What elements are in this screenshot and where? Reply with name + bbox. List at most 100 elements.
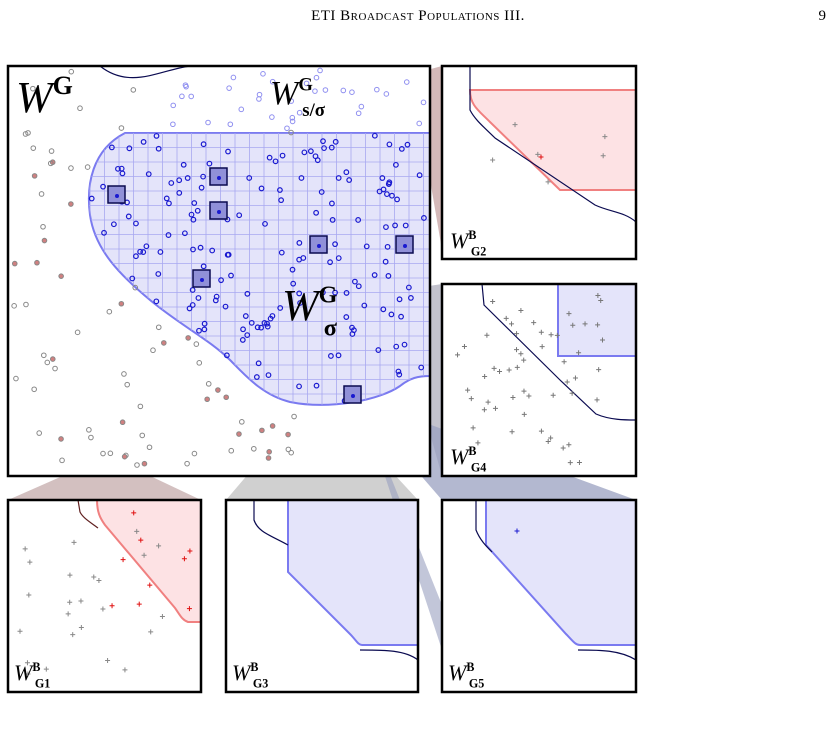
background-marker [59,457,65,464]
source-marker [404,141,411,148]
wide-marker [289,114,296,121]
plus-marker [595,322,601,328]
plus-marker [70,632,76,638]
label-sup: G [319,281,338,308]
background-marker [193,341,200,347]
source-marker [115,165,121,172]
plus-marker [96,577,102,583]
plus-marker [484,332,490,338]
plus-marker [567,460,573,466]
source-marker [343,314,350,320]
background-marker [288,129,294,136]
plus-marker [475,440,481,446]
source-marker [382,258,389,265]
plus-marker [148,629,154,635]
source-marker [371,132,378,139]
background-marker [107,450,114,457]
background-marker [150,347,156,354]
source-marker [168,180,175,186]
source-marker [395,368,402,375]
source-marker [213,293,220,300]
running-header: ETI Broadcast Populations III. [311,8,525,24]
background-marker [84,164,91,170]
source-marker [388,311,395,318]
plus-marker [545,439,551,445]
source-marker [355,283,362,290]
source-marker [212,297,219,304]
panel-label: WG s/σ [270,74,326,121]
source-marker [180,161,187,168]
source-marker [163,195,170,202]
plus-marker [470,425,476,431]
plus-marker [521,357,527,363]
source-marker [379,175,386,181]
background-marker [139,432,146,439]
source-marker [405,284,412,291]
source-marker [355,217,362,223]
plus-marker [514,364,520,370]
source-marker [200,141,207,148]
background-marker [137,403,144,410]
wide-marker [205,119,211,126]
inset-g5 [440,498,638,694]
plus-marker [514,347,520,353]
background-marker [215,387,221,393]
wide-marker [416,120,423,127]
background-marker [100,450,106,457]
source-marker [398,313,404,320]
source-marker [290,280,297,287]
source-marker [194,207,201,214]
source-marker [321,145,327,152]
source-marker [101,229,107,236]
background-marker [134,462,140,468]
background-marker [223,394,229,401]
source-marker [242,313,249,319]
background-marker [106,308,113,315]
source-marker [363,243,370,250]
page-number: 9 [819,8,827,24]
plus-marker [78,625,84,631]
plus-marker [506,367,512,373]
plus-marker [67,599,73,605]
source-marker [143,243,150,250]
source-marker [244,290,251,297]
plus-marker [548,332,554,338]
source-marker [371,272,378,278]
plus-marker [576,460,582,466]
plus-marker [526,393,532,399]
plus-marker [594,397,600,403]
plus-marker [491,365,497,371]
plus-marker [455,352,461,358]
source-marker [392,222,398,229]
plus-marker [100,606,106,612]
background-marker [58,436,64,442]
source-marker [264,320,270,327]
background-marker [77,105,83,112]
background-marker [266,448,272,455]
plus-marker [572,375,578,381]
plus-marker [43,666,49,672]
background-marker [269,423,276,429]
source-marker [277,187,283,193]
source-marker [269,313,276,319]
source-marker [239,337,246,343]
plus-marker [538,428,544,434]
background-marker [141,460,148,467]
label-base: W [14,660,34,685]
wide-marker [269,78,276,85]
source-marker [386,141,393,148]
source-marker [384,243,391,250]
background-marker [205,381,212,387]
source-marker [332,241,338,248]
source-marker [244,332,251,338]
source-marker [343,290,350,296]
source-marker [278,249,285,256]
source-marker [240,326,246,333]
plus-marker [490,157,496,163]
wide-marker [260,71,266,77]
source-marker [298,175,305,181]
source-marker [416,172,423,179]
background-marker [121,453,128,460]
background-marker [196,360,203,366]
plus-marker [548,435,554,441]
